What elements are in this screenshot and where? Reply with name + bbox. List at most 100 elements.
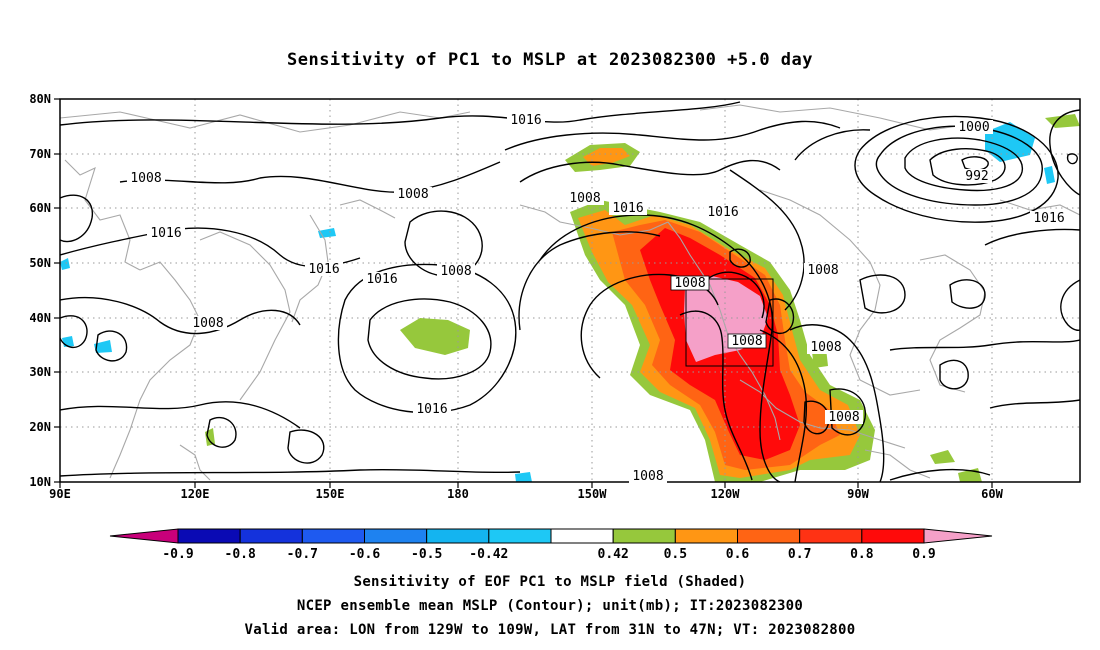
svg-text:1016: 1016 (1033, 211, 1064, 226)
svg-text:992: 992 (965, 169, 988, 184)
contour-label: 1008 (670, 275, 710, 291)
svg-text:1016: 1016 (707, 205, 738, 220)
colorbar-cell (177, 528, 241, 544)
lat-label: 50N (29, 256, 51, 270)
chart-title: Sensitivity of PC1 to MSLP at 2023082300… (286, 50, 813, 70)
shade-blue-east (1044, 166, 1055, 184)
svg-text:1008: 1008 (440, 264, 471, 279)
svg-text:1016: 1016 (308, 262, 339, 277)
colorbar-tick-label: 0.6 (726, 547, 750, 562)
contour-label: 1008 (189, 316, 227, 331)
colorbar-cell (799, 528, 863, 544)
caption-contour: NCEP ensemble mean MSLP (Contour); unit(… (296, 598, 804, 614)
contour-label: 1016 (507, 113, 545, 128)
shade-blue-a (60, 258, 70, 270)
caption-valid-area: Valid area: LON from 129W to 109W, LAT f… (244, 622, 856, 638)
colorbar-tick-label: 0.5 (664, 547, 687, 562)
lat-label: 60N (29, 201, 51, 215)
lon-label: 150E (316, 487, 345, 501)
svg-text:1008: 1008 (731, 334, 762, 349)
colorbar-cell (674, 528, 738, 544)
svg-text:1008: 1008 (632, 469, 663, 484)
lat-label: 20N (29, 420, 51, 434)
shade-blue-c (94, 340, 112, 353)
gridlines (60, 99, 1080, 482)
contour-label: 1016 (305, 262, 343, 277)
contour-label: 1008 (727, 333, 767, 349)
coastlines (60, 104, 1080, 481)
caption-shaded: Sensitivity of EOF PC1 to MSLP field (Sh… (353, 574, 747, 590)
svg-text:1008: 1008 (130, 171, 161, 186)
lat-label: 30N (29, 365, 51, 379)
contour-label: 1016 (1030, 211, 1068, 226)
shade-green-smallA (930, 450, 955, 464)
colorbar-min-arrow (109, 528, 179, 544)
svg-text:1008: 1008 (810, 340, 841, 355)
colorbar-cell (861, 528, 925, 544)
lon-label: 120W (711, 487, 741, 501)
lat-label: 70N (29, 147, 51, 161)
svg-text:1016: 1016 (510, 113, 541, 128)
contour-label: 1016 (147, 226, 185, 241)
contour-label: 1008 (437, 264, 475, 279)
colorbar-tick-label: -0.6 (349, 547, 380, 562)
colorbar-cell (301, 528, 366, 544)
colorbar-cell (550, 528, 614, 544)
svg-text:1016: 1016 (612, 201, 643, 216)
contour-labels: 1016 1008 1008 1016 1016 1008 1016 1008 1016 1008… (127, 113, 1068, 484)
shade-green-sw (205, 428, 215, 446)
colorbar-tick-label: -0.42 (469, 547, 508, 562)
colorbar-cell (239, 528, 303, 544)
contour-label: 992 (962, 169, 992, 184)
svg-text:1008: 1008 (569, 191, 600, 206)
contour-label: 1008 (825, 410, 863, 425)
lon-label: 120E (181, 487, 210, 501)
contour-label: 1008 (804, 263, 842, 278)
svg-text:1008: 1008 (397, 187, 428, 202)
colorbar-tick-label: -0.9 (162, 547, 193, 562)
colorbar-cell (612, 528, 676, 544)
colorbar-tick-label: -0.5 (411, 547, 442, 562)
svg-text:1016: 1016 (366, 272, 397, 287)
shade-blue-b (62, 336, 74, 347)
shade-green-pacific (400, 318, 470, 355)
colorbar-tick-label: 0.9 (912, 547, 935, 562)
contour-label: 1016 (363, 272, 401, 287)
colorbar-tick-label: -0.8 (225, 547, 256, 562)
lat-label: 40N (29, 311, 51, 325)
valid-area-box (685, 278, 774, 367)
mslp-contours (60, 101, 1080, 482)
colorbar-tick-label: 0.8 (850, 547, 874, 562)
svg-text:1008: 1008 (828, 410, 859, 425)
colorbar-tick-label: -0.7 (287, 547, 318, 562)
shade-orange-north (583, 148, 630, 166)
colorbar-tick-label: 0.42 (598, 547, 629, 562)
contour-label: 1008 (127, 171, 165, 186)
contour-label: 1008 (629, 469, 667, 484)
map-frame (59, 98, 1081, 483)
svg-text:1016: 1016 (416, 402, 447, 417)
lon-label: 90E (49, 487, 71, 501)
colorbar-max-arrow (923, 528, 993, 544)
svg-text:1008: 1008 (807, 263, 838, 278)
colorbar-cell (426, 528, 490, 544)
colorbar-tick-label: 0.7 (788, 547, 811, 562)
lon-label: 90W (847, 487, 869, 501)
contour-label: 1008 (566, 191, 604, 206)
svg-text:1016: 1016 (150, 226, 181, 241)
colorbar-cell (488, 528, 552, 544)
svg-text:1008: 1008 (192, 316, 223, 331)
colorbar: -0.9 -0.8 -0.7 -0.6 -0.5 -0.42 0.42 0.5 0.6 0.7 0.… (109, 528, 993, 562)
lon-label: 180 (447, 487, 469, 501)
lon-label: 60W (981, 487, 1003, 501)
svg-text:1008: 1008 (674, 276, 705, 291)
contour-label: 1008 (807, 340, 845, 355)
contour-label: 1008 (394, 187, 432, 202)
lat-label: 80N (29, 92, 51, 106)
contour-label: 1016 (609, 201, 647, 216)
lat-label: 10N (29, 475, 51, 489)
shaded-field (60, 114, 1080, 482)
contour-label: 1016 (413, 402, 451, 417)
